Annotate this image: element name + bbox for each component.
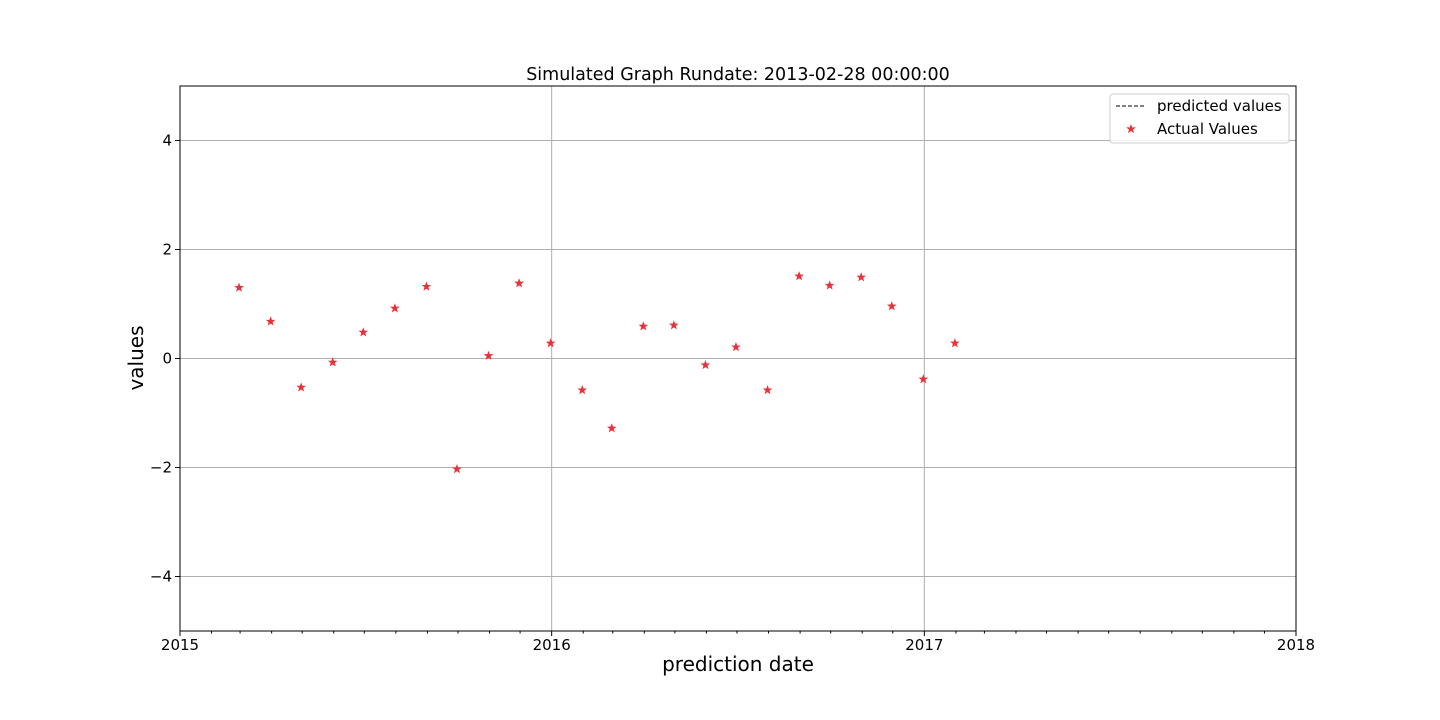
- actual-value-point: [296, 382, 306, 392]
- x-axis-ticks: 2015 2016 2017 2018: [161, 631, 1315, 654]
- actual-value-point: [452, 464, 462, 474]
- legend-predicted-label: predicted values: [1157, 97, 1282, 115]
- y-tick-label: −2: [150, 459, 172, 477]
- actual-value-point: [794, 271, 804, 281]
- x-axis-label: prediction date: [662, 652, 814, 676]
- actual-value-point: [327, 357, 338, 367]
- x-tick-label: 2018: [1277, 636, 1315, 654]
- legend-actual-label: Actual Values: [1157, 120, 1258, 138]
- actual-value-point: [886, 301, 897, 311]
- y-tick-label: −4: [150, 568, 172, 586]
- actual-value-point: [577, 385, 588, 395]
- actual-value-point: [638, 321, 649, 331]
- actual-value-point: [700, 359, 711, 370]
- actual-value-point: [918, 374, 929, 384]
- y-axis-ticks: −4 −2 0 2 4: [150, 132, 180, 586]
- y-tick-label: 2: [162, 241, 172, 259]
- x-tick-label: 2015: [161, 636, 199, 654]
- actual-value-point: [824, 280, 835, 290]
- legend-frame: [1109, 93, 1290, 144]
- actual-value-point: [358, 327, 369, 337]
- legend: predicted values Actual Values: [1109, 93, 1290, 144]
- actual-value-point: [950, 338, 960, 348]
- y-tick-label: 4: [162, 132, 172, 150]
- actual-value-point: [234, 282, 244, 292]
- chart-title: Simulated Graph Rundate: 2013-02-28 00:0…: [526, 65, 950, 85]
- actual-value-point: [483, 350, 494, 360]
- legend-star-marker: [1126, 123, 1136, 134]
- actual-value-point: [762, 385, 773, 395]
- actual-value-point: [669, 320, 679, 330]
- data-marks: [234, 271, 960, 474]
- x-tick-label: 2017: [905, 636, 943, 654]
- actual-value-point: [545, 338, 556, 348]
- y-axis-label: values: [124, 325, 148, 390]
- actual-value-point: [514, 278, 524, 288]
- actual-value-point: [731, 342, 741, 352]
- legend-actual-marker: [1126, 123, 1136, 134]
- actual-value-point: [606, 423, 617, 433]
- actual-value-point: [390, 303, 400, 313]
- actual-value-point: [265, 316, 276, 326]
- x-tick-label: 2016: [533, 636, 571, 654]
- actual-value-point: [421, 281, 432, 291]
- grid: [179, 86, 1297, 631]
- y-tick-label: 0: [162, 350, 172, 368]
- actual-value-point: [856, 272, 867, 282]
